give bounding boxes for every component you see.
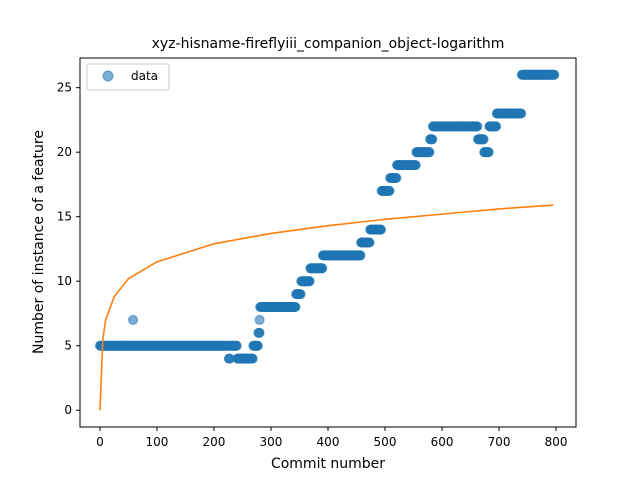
- x-tick-label: 300: [260, 435, 283, 449]
- data-point: [252, 340, 263, 351]
- data-point: [254, 314, 265, 325]
- data-point: [355, 250, 366, 261]
- x-tick-label: 800: [545, 435, 568, 449]
- data-point: [317, 263, 328, 274]
- data-point: [516, 108, 527, 119]
- data-point: [247, 353, 258, 364]
- x-tick-label: 200: [203, 435, 226, 449]
- data-point: [376, 224, 387, 235]
- data-point: [483, 147, 494, 158]
- x-tick-label: 700: [488, 435, 511, 449]
- y-tick-label: 5: [64, 339, 72, 353]
- data-point: [364, 237, 375, 248]
- x-tick-label: 400: [317, 435, 340, 449]
- x-tick-label: 0: [96, 435, 104, 449]
- x-axis-ticks: 0 100 200 300 400 500 600 700 800: [96, 427, 567, 449]
- data-layer: [94, 69, 560, 364]
- data-point: [491, 121, 502, 132]
- y-tick-label: 25: [57, 81, 72, 95]
- plot-area: [94, 69, 560, 411]
- legend-marker: [102, 70, 114, 82]
- fit-layer: [99, 204, 554, 411]
- data-point: [427, 134, 438, 145]
- y-axis-ticks: 0 5 10 15 20 25: [57, 81, 80, 417]
- data-point: [254, 327, 265, 338]
- y-tick-label: 0: [64, 403, 72, 417]
- data-point: [290, 302, 301, 313]
- data-point: [295, 289, 306, 300]
- x-tick-label: 500: [374, 435, 397, 449]
- data-point: [472, 121, 483, 132]
- x-tick-label: 100: [146, 435, 169, 449]
- data-point: [478, 134, 489, 145]
- legend: data: [86, 63, 170, 91]
- data-point: [384, 185, 395, 196]
- chart-title: xyz-hisname-fireflyiii_companion_object-…: [152, 36, 505, 52]
- fit-line: [99, 204, 554, 411]
- x-axis-label: Commit number: [271, 456, 385, 472]
- data-point: [410, 160, 421, 171]
- y-axis-label: Number of instance of a feature: [31, 130, 47, 354]
- legend-label-data: data: [131, 69, 158, 83]
- y-tick-label: 10: [57, 274, 72, 288]
- x-tick-label: 600: [431, 435, 454, 449]
- data-point: [128, 314, 139, 325]
- y-tick-label: 20: [57, 145, 72, 159]
- data-point: [424, 147, 435, 158]
- data-point: [549, 69, 560, 80]
- y-tick-label: 15: [57, 210, 72, 224]
- data-point: [231, 340, 242, 351]
- data-point: [304, 276, 315, 287]
- legend-box: [86, 63, 170, 91]
- data-point: [391, 172, 402, 183]
